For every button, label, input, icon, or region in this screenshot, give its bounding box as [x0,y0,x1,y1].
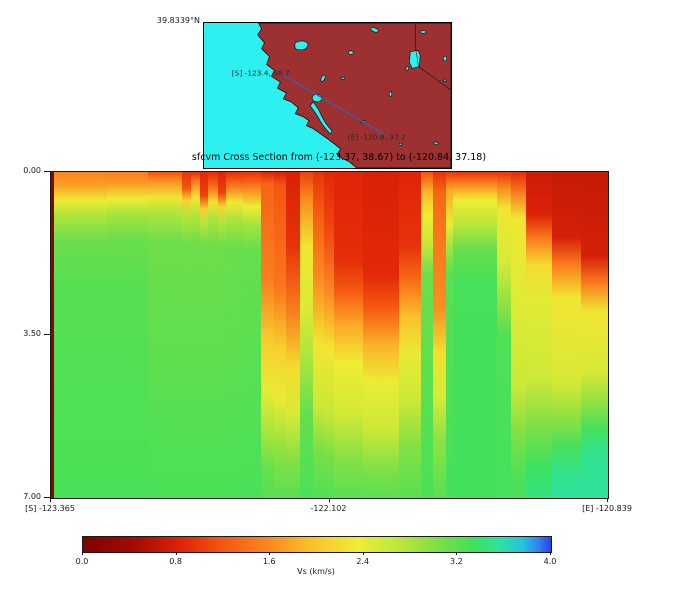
map-svg: [S] -123.4, 38.7 [E] -120.8, 37.2 [204,23,451,168]
heatmap-column [526,172,554,498]
lake-clear [294,40,309,51]
colorbar-tick-mark [362,552,364,555]
heatmap-column [362,172,400,498]
heatmap-column [260,172,275,498]
colorbar-tick-label: 3.2 [450,557,463,566]
colorbar [82,536,552,553]
lake-speck [340,76,345,80]
heatmap-column [218,172,228,498]
colorbar-tick-label: 2.4 [356,557,370,566]
colorbar-tick-mark [269,552,271,555]
map-latitude-label: 39.8339°N [156,16,200,25]
heatmap-column [273,172,287,498]
heatmap-canvas [51,172,608,498]
y-tick-label: 0.00 [23,166,41,175]
colorbar-tick-mark [550,552,551,555]
lake-speck [405,66,410,71]
heatmap-column [511,172,527,498]
heatmap-column [299,172,314,498]
colorbar-tick-label: 0.0 [75,557,89,566]
x-tick-mark [607,498,608,502]
x-tick-label: [E] -120.839 [582,504,632,513]
x-tick-label: [S] -123.365 [25,504,75,513]
heatmap-column [496,172,512,498]
lake-speck [388,91,393,97]
lake-tahoe [409,50,421,69]
colorbar-gradient [83,537,551,552]
colorbar-tick-label: 0.8 [169,557,182,566]
lake-speck [443,78,447,82]
heatmap-column [106,172,150,498]
heatmap-column [552,172,583,498]
heatmap-column [433,172,447,498]
colorbar-tick-label: 4.0 [543,557,557,566]
y-tick-mark [44,334,50,335]
map-land [257,23,451,168]
lake-speck [433,141,439,145]
lake-speck [348,50,354,55]
heatmap-plot [50,171,609,499]
map-lakes [294,27,448,146]
heatmap-column [323,172,335,498]
heatmap-column [445,172,454,498]
colorbar-label: Vs (km/s) [297,567,335,576]
colorbar-tick-mark [82,552,83,555]
heatmap-column [53,172,108,498]
chart-title: sfcvm Cross Section from (-123.37, 38.67… [191,152,487,163]
heatmap-column [51,172,55,498]
y-tick-mark [44,171,50,172]
heatmap-column [243,172,262,498]
y-tick-label: 3.50 [23,329,41,338]
heatmap-column [226,172,244,498]
heatmap-column [333,172,364,498]
lake-speck [398,142,403,146]
heatmap-column [208,172,219,498]
lake-speck [420,30,427,34]
heatmap-column [148,172,183,498]
heatmap-column [286,172,301,498]
heatmap-column [312,172,325,498]
colorbar-tick-label: 1.6 [262,557,276,566]
map-start-label: [S] -123.4, 38.7 [232,68,290,77]
map-end-label: [E] -120.8, 37.2 [348,132,406,141]
map-inset: [S] -123.4, 38.7 [E] -120.8, 37.2 [203,22,452,169]
heatmap-column [181,172,193,498]
state-border-through-tahoe [415,51,419,66]
lake-speck [370,27,379,33]
heatmap-column [420,172,434,498]
x-tick-mark [328,498,330,502]
heatmap-column [399,172,422,498]
y-tick-mark [44,497,50,498]
x-tick-label: -122.102 [310,504,347,513]
colorbar-tick-mark [175,552,177,555]
lake-speck [442,55,448,62]
heatmap-column [581,172,608,498]
colorbar-tick-mark [456,552,458,555]
lake-berryessa [320,74,326,82]
heatmap-column [191,172,202,498]
heatmap-column [453,172,498,498]
heatmap-column [200,172,209,498]
y-tick-label: 7.00 [23,492,41,501]
x-tick-mark [50,498,51,502]
cross-section-line [280,72,385,136]
